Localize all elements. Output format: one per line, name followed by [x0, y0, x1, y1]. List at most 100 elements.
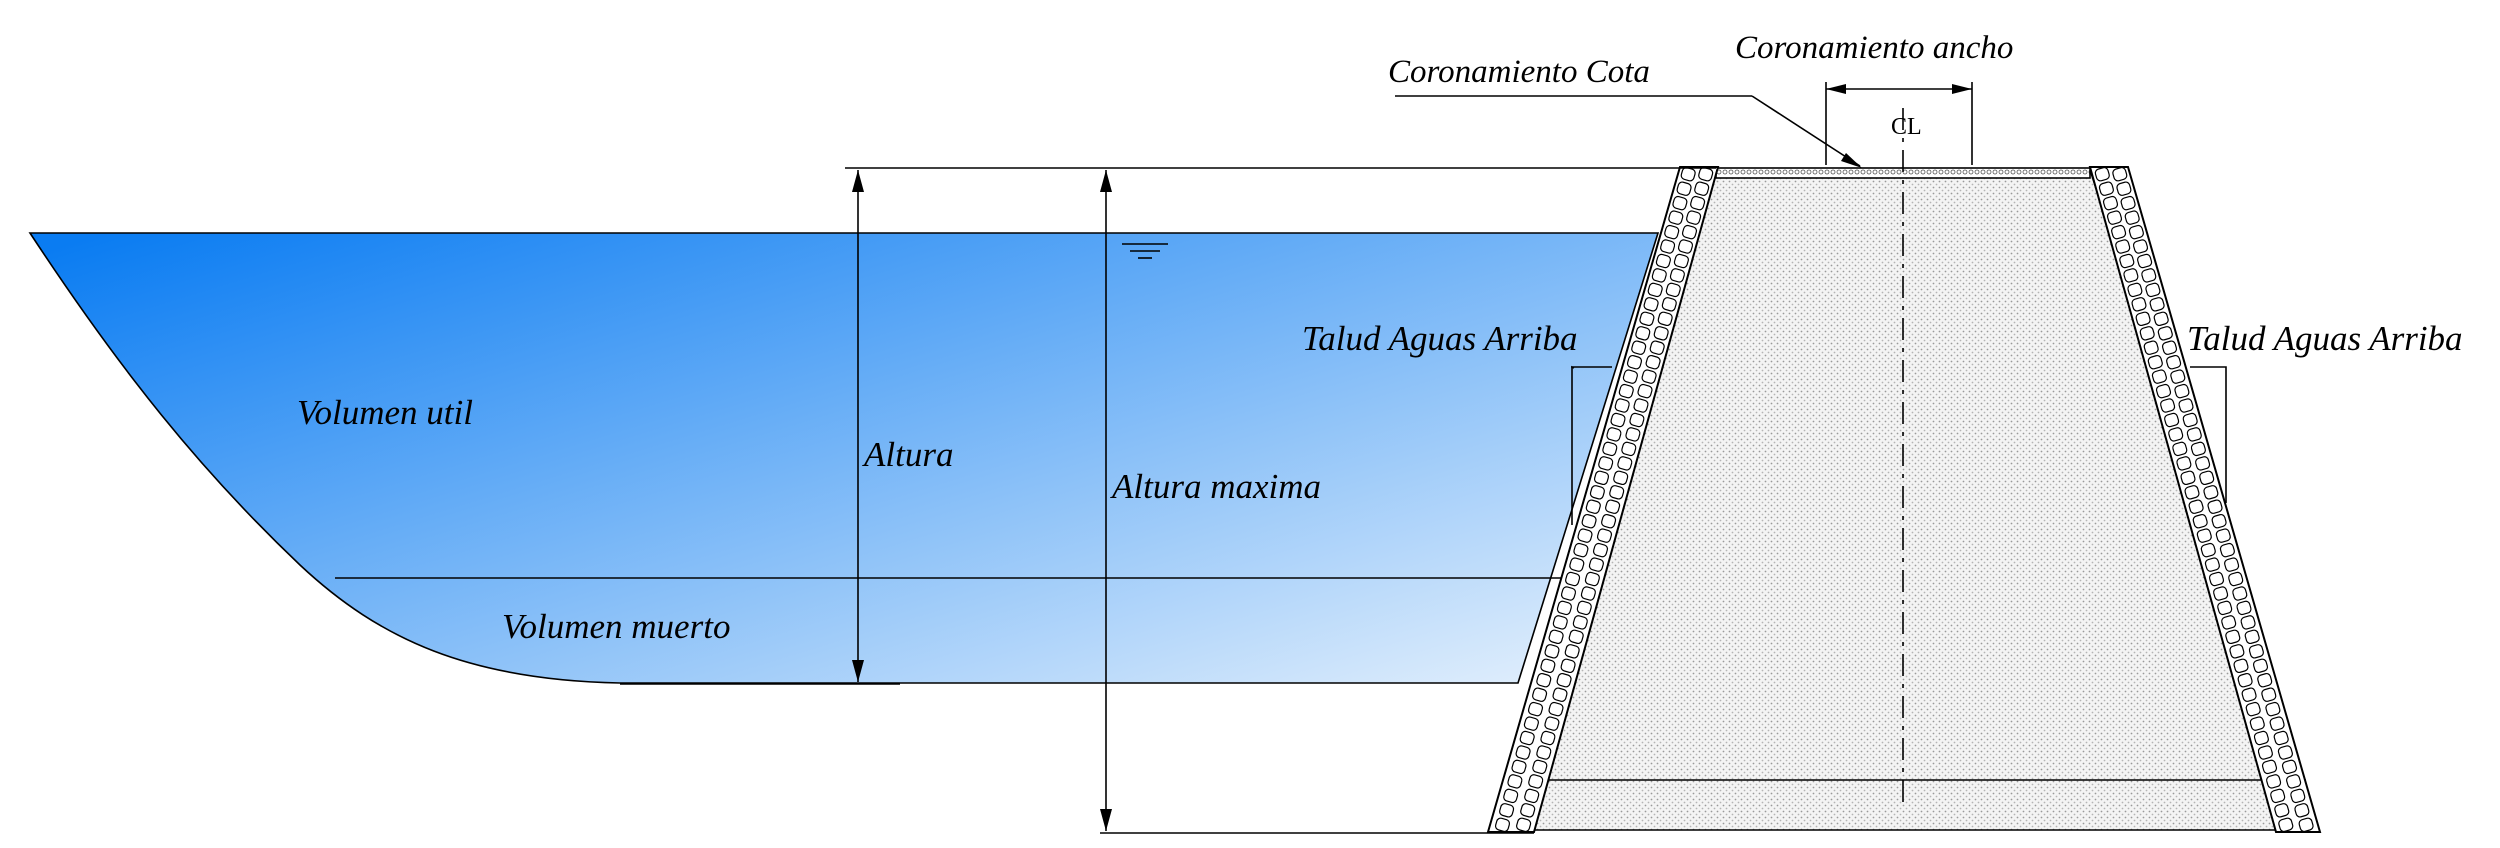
- riprap-stone: [2157, 326, 2173, 341]
- riprap-stone: [1552, 687, 1568, 702]
- riprap-stone: [2111, 224, 2127, 240]
- riprap-stone: [1569, 557, 1585, 572]
- height-dimension: [852, 170, 864, 682]
- riprap-stone: [1519, 730, 1535, 746]
- riprap-stone: [1556, 600, 1572, 616]
- riprap-stone: [1552, 615, 1568, 630]
- riprap-stone: [1639, 311, 1655, 327]
- riprap-stone: [2245, 701, 2261, 717]
- riprap-stone: [2207, 499, 2223, 514]
- riprap-stone: [1649, 340, 1665, 355]
- riprap-stone: [2237, 672, 2253, 688]
- riprap-stone: [1527, 701, 1544, 717]
- right-slope-bracket: [2190, 366, 2227, 503]
- riprap-stone: [1621, 441, 1637, 457]
- riprap-stone: [2119, 253, 2135, 269]
- riprap-stone: [2219, 542, 2235, 558]
- riprap-stone: [2145, 282, 2161, 298]
- riprap-stone: [1672, 195, 1688, 211]
- riprap-stone: [2228, 571, 2244, 587]
- riprap-stone: [1609, 485, 1625, 500]
- riprap-stone: [1494, 817, 1511, 833]
- riprap-stone: [2094, 166, 2110, 182]
- riprap-stone: [2199, 470, 2215, 486]
- centerline-symbol-text: CL: [1891, 114, 1922, 140]
- riprap-stone: [2098, 181, 2114, 196]
- riprap-stone: [1643, 297, 1659, 312]
- riprap-stone: [2180, 470, 2196, 486]
- riprap-stone: [2195, 456, 2211, 471]
- riprap-stone: [1617, 456, 1633, 471]
- riprap-stone: [1572, 615, 1588, 630]
- riprap-stone: [2143, 340, 2159, 355]
- riprap-stone: [1556, 672, 1572, 688]
- riprap-stone: [2172, 441, 2188, 457]
- upstream-slope-label-right: Talud Aguas Arriba: [2187, 319, 2463, 358]
- riprap-stone: [2139, 326, 2155, 341]
- riprap-stone: [2188, 499, 2204, 514]
- live-storage-label: Volumen util: [297, 393, 473, 432]
- riprap-stone: [2204, 557, 2220, 572]
- riprap-stone: [1544, 644, 1560, 659]
- riprap-stone: [2120, 195, 2136, 211]
- riprap-stone: [2190, 441, 2206, 457]
- riprap-stone: [2252, 658, 2269, 674]
- riprap-stone: [1653, 326, 1669, 341]
- riprap-stone: [2265, 701, 2281, 717]
- riprap-stone: [1544, 716, 1560, 731]
- riprap-stone: [1641, 369, 1657, 384]
- riprap-stone: [1580, 586, 1596, 601]
- riprap-stone: [1637, 383, 1653, 399]
- riprap-stone: [1528, 774, 1544, 789]
- crest-width-dimension: [1825, 82, 1973, 165]
- riprap-stone: [1577, 528, 1593, 543]
- riprap-stone: [2290, 788, 2306, 804]
- riprap-stone: [1657, 311, 1673, 327]
- riprap-stone: [1568, 629, 1584, 645]
- riprap-stone: [1536, 745, 1552, 760]
- upstream-slope-label-left: Talud Aguas Arriba: [1302, 319, 1578, 358]
- riprap-stone: [1548, 629, 1564, 645]
- riprap-stone: [2151, 369, 2167, 384]
- max-height-dimension: [1100, 170, 1112, 831]
- riprap-stone: [2102, 195, 2119, 211]
- riprap-stone: [2166, 354, 2182, 370]
- riprap-stone: [2147, 354, 2163, 370]
- riprap-stone: [1631, 340, 1647, 355]
- riprap-stone: [1655, 253, 1671, 269]
- riprap-stone: [2137, 253, 2153, 269]
- riprap-stone: [2213, 586, 2229, 601]
- riprap-stone: [1564, 644, 1580, 659]
- riprap-stone: [2149, 297, 2165, 312]
- riprap-stone: [1690, 195, 1706, 211]
- riprap-stone: [2221, 615, 2237, 630]
- riprap-stone: [2257, 672, 2273, 688]
- riprap-stone: [1629, 412, 1645, 428]
- riprap-stone: [2224, 557, 2240, 572]
- riprap-stone: [2269, 716, 2285, 731]
- riprap-stone: [1585, 499, 1601, 514]
- riprap-stone: [1511, 759, 1527, 775]
- left-slope-bracket: [1571, 366, 1612, 525]
- riprap-stone: [2128, 224, 2144, 240]
- riprap-stone: [1507, 774, 1523, 789]
- riprap-stone: [2233, 658, 2249, 674]
- reservoir-water: [28, 232, 1660, 684]
- riprap-stone: [1633, 398, 1649, 413]
- riprap-stone: [1532, 687, 1548, 702]
- riprap-stone: [2281, 759, 2298, 775]
- riprap-stone: [2115, 239, 2131, 254]
- riprap-stone: [2164, 412, 2180, 428]
- riprap-stone: [1618, 383, 1634, 399]
- riprap-stone: [1686, 210, 1702, 225]
- riprap-stone: [1673, 253, 1689, 269]
- riprap-stone: [1589, 485, 1605, 500]
- riprap-stone: [1565, 571, 1581, 587]
- riprap-stone: [2182, 412, 2198, 428]
- riprap-stone: [1661, 297, 1677, 312]
- riprap-stone: [1540, 730, 1556, 746]
- riprap-stone: [2257, 745, 2273, 760]
- riprap-stone: [2277, 745, 2293, 760]
- riprap-stone: [2192, 513, 2208, 529]
- riprap-stone: [2124, 210, 2140, 225]
